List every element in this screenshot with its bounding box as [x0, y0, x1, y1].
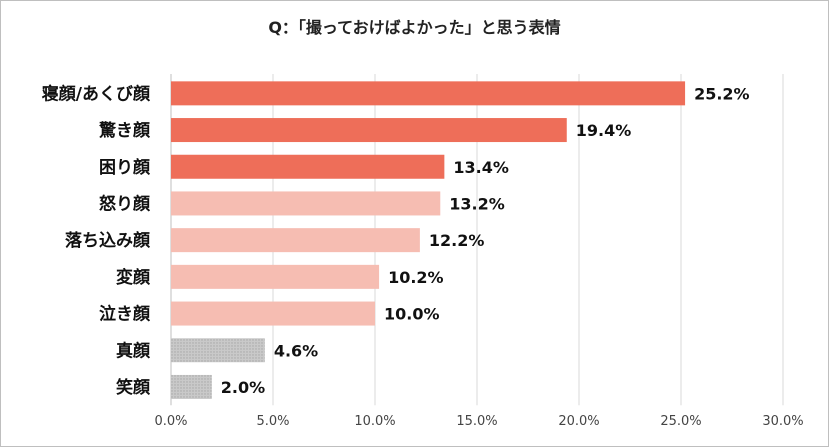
category-label: 笑顔	[116, 377, 151, 398]
category-label: 真顔	[116, 340, 151, 361]
bar	[171, 264, 380, 289]
bar	[171, 374, 212, 399]
bar	[171, 338, 265, 363]
category-label: 変顔	[116, 267, 151, 288]
data-label: 12.2%	[429, 231, 485, 250]
data-label: 10.2%	[388, 268, 444, 287]
bar	[171, 228, 420, 253]
x-tick-label: 20.0%	[558, 414, 599, 429]
category-label: 落ち込み顔	[65, 230, 151, 251]
category-label: 怒り顔	[99, 193, 151, 214]
bar	[171, 154, 445, 179]
data-label: 19.4%	[576, 121, 632, 140]
x-tick-label: 10.0%	[354, 414, 395, 429]
data-label: 2.0%	[221, 378, 265, 397]
data-label: 10.0%	[384, 305, 440, 324]
category-label: 寝顔/あくび顔	[42, 83, 151, 104]
bar	[171, 301, 375, 326]
data-label: 25.2%	[694, 84, 750, 103]
chart-title: Q：「撮っておけばよかった」と思う表情	[268, 18, 561, 37]
x-tick-label: 25.0%	[660, 414, 701, 429]
category-label: 驚き顔	[99, 120, 151, 141]
x-tick-label: 15.0%	[456, 414, 497, 429]
bar	[171, 191, 441, 216]
x-tick-label: 5.0%	[256, 414, 289, 429]
bar	[171, 118, 567, 143]
x-tick-label: 30.0%	[762, 414, 803, 429]
bar	[171, 81, 686, 106]
data-label: 13.2%	[449, 194, 505, 213]
category-label: 泣き顔	[99, 304, 151, 325]
category-label: 困り顔	[99, 157, 151, 178]
data-label: 4.6%	[274, 341, 318, 360]
data-label: 13.4%	[453, 158, 509, 177]
x-tick-label: 0.0%	[154, 414, 187, 429]
